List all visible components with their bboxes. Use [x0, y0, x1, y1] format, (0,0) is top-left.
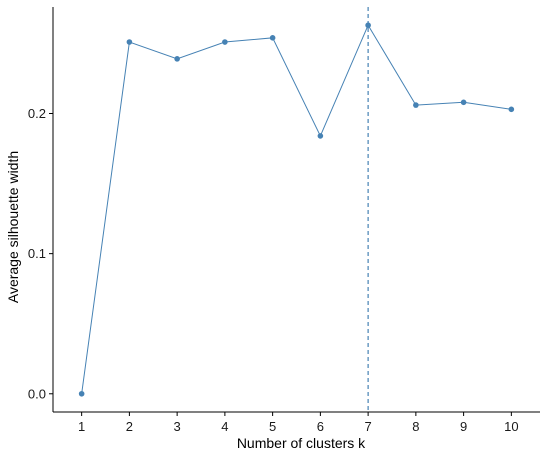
x-tick-label: 8 [412, 419, 419, 434]
data-point [222, 39, 228, 45]
x-tick-label: 10 [504, 419, 518, 434]
data-point [365, 22, 371, 29]
data-point [174, 56, 180, 62]
x-tick-label: 9 [460, 419, 467, 434]
x-tick-label: 2 [126, 419, 133, 434]
data-point [508, 106, 515, 113]
x-tick-label: 6 [317, 419, 324, 434]
y-axis-title: Average silhouette width [5, 151, 21, 303]
y-tick-label: 0.0 [28, 386, 46, 401]
data-point [460, 99, 467, 106]
y-tick-label: 0.1 [28, 246, 46, 261]
y-tick-label: 0.2 [28, 106, 46, 121]
data-point [126, 39, 133, 45]
x-axis-title: Number of clusters k [237, 435, 366, 451]
x-tick-label: 4 [221, 419, 228, 434]
plot-area [78, 7, 515, 412]
y-axis-ticks: 0.0 0.1 0.2 [28, 106, 53, 401]
x-tick-label: 3 [174, 419, 181, 434]
data-point [269, 35, 276, 41]
x-tick-label: 7 [365, 419, 372, 434]
data-point [78, 390, 85, 397]
x-tick-label: 5 [269, 419, 276, 434]
data-point [317, 133, 324, 139]
x-tick-label: 1 [78, 419, 85, 434]
series-line [81, 24, 512, 394]
data-point [413, 102, 419, 108]
x-axis-ticks: 1 2 3 4 5 6 7 8 9 10 [78, 412, 519, 434]
